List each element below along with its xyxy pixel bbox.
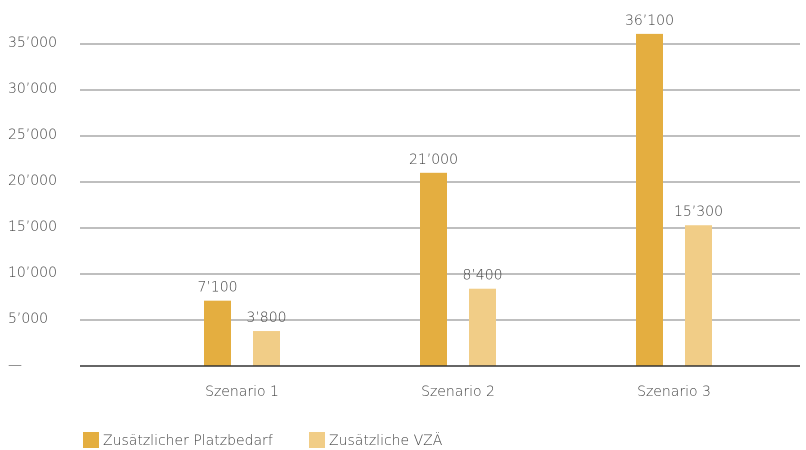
y-tick-label: 35’000 (8, 35, 57, 51)
y-tick-label: 5’000 (8, 311, 48, 327)
bar (420, 172, 447, 366)
value-label: 3’800 (246, 310, 286, 326)
y-tick-label: 25’000 (8, 127, 57, 143)
y-tick-label: 20’000 (8, 173, 57, 189)
x-tick-label: Szenario 2 (421, 384, 495, 400)
value-label: 15’300 (674, 204, 723, 220)
value-label: 8’400 (462, 268, 502, 284)
value-label: 36’100 (625, 13, 674, 29)
legend-label: Zusätzlicher Platzbedarf (103, 433, 273, 449)
legend-swatch (309, 432, 325, 448)
x-tick-label: Szenario 3 (637, 384, 711, 400)
value-label: 21’000 (409, 152, 458, 168)
bar (685, 225, 712, 366)
legend-label: Zusätzliche VZÄ (329, 432, 443, 449)
y-tick-label: 30’000 (8, 81, 57, 97)
y-tick-label: 10’000 (8, 265, 57, 281)
bar (253, 331, 280, 366)
x-tick-label: Szenario 1 (205, 384, 279, 400)
value-label: 7’100 (197, 280, 237, 296)
bar (204, 300, 231, 366)
bar (469, 288, 496, 366)
bar (636, 33, 663, 366)
y-tick-label: 15’000 (8, 219, 57, 235)
legend-swatch (83, 432, 99, 448)
y-tick-label: — (8, 357, 22, 373)
